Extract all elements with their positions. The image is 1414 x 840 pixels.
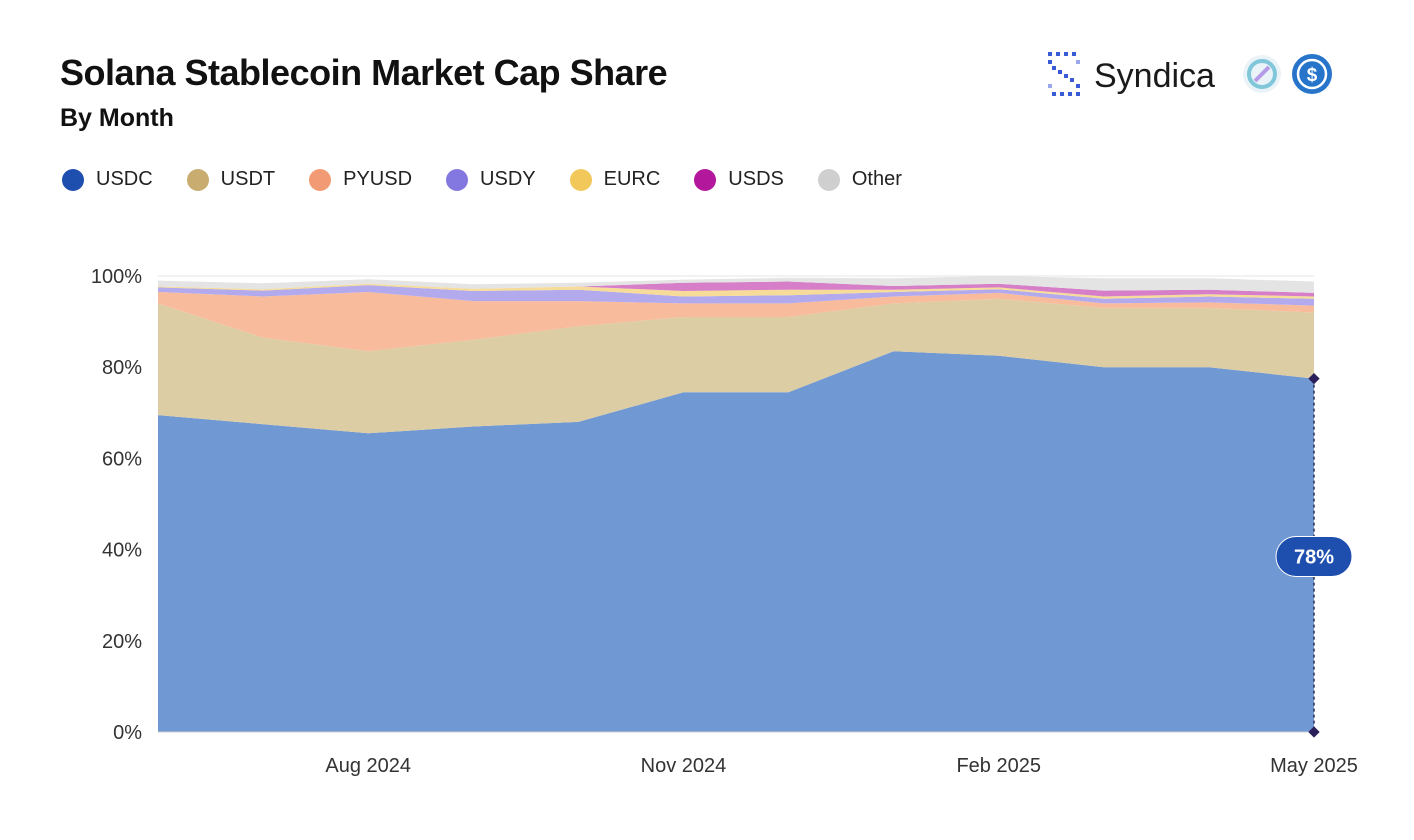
legend-swatch [186,168,209,191]
legend-swatch [817,168,840,191]
legend-label: PYUSD [343,168,413,190]
area-usds [158,281,1314,297]
legend-swatch [569,168,592,191]
legend-swatch [694,168,717,191]
y-tick-label: 60% [102,448,142,470]
legend-swatch [446,168,469,191]
legend-swatch [62,168,84,191]
legend-swatch [309,168,332,191]
y-tick-label: 100% [91,266,142,288]
chart-title: Solana Stablecoin Market Cap Share [60,52,668,93]
legend-label: USDS [728,168,784,190]
usdy-token-icon [1241,53,1283,100]
brand-name: Syndica [1094,57,1215,95]
y-tick-label: 0% [113,722,142,744]
syndica-logo-icon [1046,50,1084,103]
area-other [158,276,1314,293]
x-tick-label: May 2025 [1270,755,1358,777]
legend-label: USDT [220,168,276,190]
legend-label: Other [851,168,902,190]
chart-subtitle: By Month [60,104,174,132]
highlight-value-label: 78% [1294,546,1334,568]
legend-item-usds: USDS [694,168,784,191]
brand-block: Syndica $ [1046,50,1333,103]
x-tick-label: Aug 2024 [325,755,411,777]
x-tick-label: Feb 2025 [956,755,1041,777]
legend-label: USDC [96,168,153,190]
area-usdc [158,351,1314,732]
chart-legend: USDC USDT PYUSD USDY EURC USDS Other [62,168,902,191]
y-tick-label: 20% [102,631,142,653]
legend-item-other: Other [817,168,902,191]
x-tick-label: Nov 2024 [641,755,727,777]
legend-label: USDY [480,168,536,190]
highlight-marker [1308,726,1320,738]
legend-item-pyusd: PYUSD [309,168,412,191]
legend-item-usdt: USDT [186,168,276,191]
y-tick-label: 80% [102,357,142,379]
legend-label: EURC [603,168,661,190]
highlight-marker [1308,372,1320,385]
legend-item-usdc: USDC [62,168,153,191]
area-usdy [158,285,1314,306]
highlight-badge [1275,535,1353,577]
usdc-token-icon: $ [1291,53,1333,100]
area-usdt [158,298,1314,434]
legend-item-usdy: USDY [446,168,536,191]
area-eurc [158,283,1314,299]
area-pyusd [158,292,1314,352]
legend-item-eurc: EURC [569,168,661,191]
y-tick-label: 40% [102,540,142,562]
svg-text:$: $ [1307,65,1318,86]
